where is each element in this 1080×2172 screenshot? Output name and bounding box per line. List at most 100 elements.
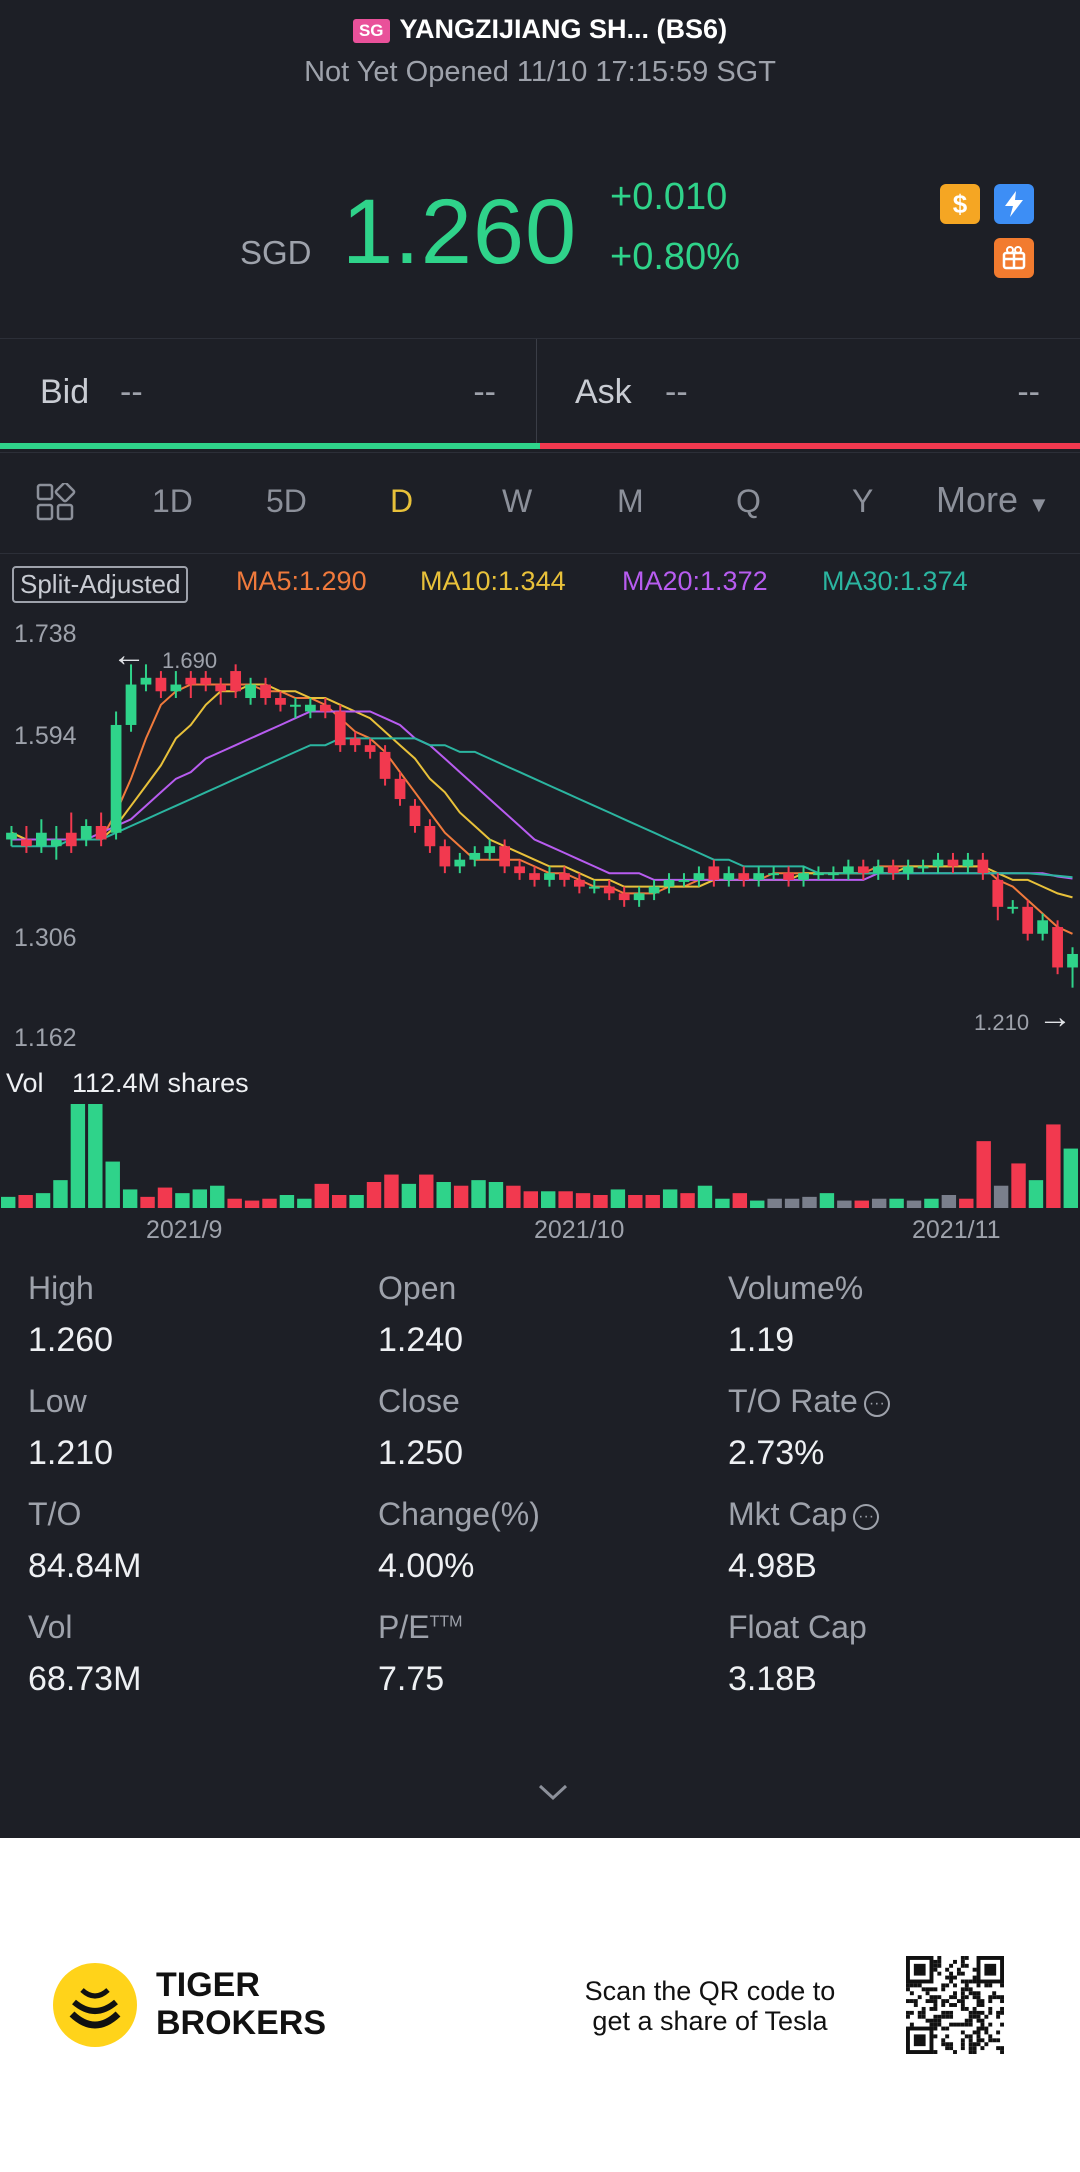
volume-bar xyxy=(140,1196,155,1208)
candle xyxy=(753,866,765,887)
stat-low: Low 1.210 xyxy=(28,1383,113,1473)
volume-bar xyxy=(35,1193,51,1208)
ask-section[interactable]: Ask -- -- xyxy=(537,339,1080,443)
bid-label: Bid xyxy=(40,373,90,411)
brand-line-1: TIGER xyxy=(156,1966,260,2004)
volume-bar xyxy=(122,1189,138,1208)
stat-mkt-cap[interactable]: Mkt Cap ··· 4.98B xyxy=(728,1496,880,1586)
candle xyxy=(319,698,331,719)
chevron-down-icon[interactable] xyxy=(536,1780,570,1804)
split-adjusted-button[interactable]: Split-Adjusted xyxy=(12,566,189,603)
volume-bar xyxy=(1046,1124,1061,1208)
lightning-icon[interactable] xyxy=(994,184,1034,224)
volume-bar xyxy=(906,1200,922,1208)
chevron-down-icon: ▼ xyxy=(1028,492,1050,517)
volume-bar xyxy=(715,1198,730,1208)
volume-bar xyxy=(453,1185,469,1208)
candle xyxy=(21,826,32,853)
candle xyxy=(35,819,47,853)
candle xyxy=(439,839,451,874)
volume-bar xyxy=(645,1195,660,1208)
volume-bar xyxy=(297,1198,312,1208)
stock-name: YANGZIJIANG SH... (BS6) xyxy=(399,14,728,44)
candle xyxy=(469,846,481,867)
volume-bar xyxy=(314,1183,329,1208)
volume-bar xyxy=(941,1195,957,1208)
brand-name: TIGER BROKERS xyxy=(156,1966,326,2042)
info-icon[interactable]: ··· xyxy=(863,1390,890,1417)
stat-label-sup: TTM xyxy=(429,1613,463,1631)
quote-header: SG YANGZIJIANG SH... (BS6) Not Yet Opened… xyxy=(0,0,1080,338)
volume-bar xyxy=(279,1195,295,1208)
info-icon[interactable]: ··· xyxy=(853,1503,880,1530)
volume-bar xyxy=(593,1195,608,1208)
volume-bar xyxy=(488,1182,504,1208)
volume-bar xyxy=(1028,1180,1044,1208)
chart-layout-icon[interactable] xyxy=(36,481,76,523)
stat-value: 2.73% xyxy=(728,1434,825,1472)
tab-more[interactable]: More ▼ xyxy=(936,479,1050,521)
more-label: More xyxy=(936,479,1019,520)
currency-label: SGD xyxy=(240,234,312,271)
timeframe-bar: 1D 5D D W M Q Y More ▼ xyxy=(0,452,1080,554)
candle xyxy=(573,873,585,894)
tab-1d[interactable]: 1D xyxy=(152,483,193,519)
volume-chart[interactable] xyxy=(0,1100,1080,1208)
volume-bar xyxy=(802,1196,817,1208)
stat-value: 68.73M xyxy=(28,1660,142,1698)
tab-q[interactable]: Q xyxy=(736,483,761,519)
stat-close: Close 1.250 xyxy=(378,1383,463,1473)
volume-bar xyxy=(924,1198,939,1208)
candle xyxy=(125,664,137,732)
stock-title[interactable]: SG YANGZIJIANG SH... (BS6) xyxy=(0,14,1080,45)
candle xyxy=(65,812,77,853)
tab-m[interactable]: M xyxy=(617,483,644,519)
candle xyxy=(394,772,406,806)
candle xyxy=(723,866,735,887)
stat-volume: Volume% 1.19 xyxy=(728,1270,863,1360)
candle xyxy=(484,839,496,860)
candlestick-chart[interactable] xyxy=(0,620,1080,1040)
volume-bar xyxy=(1063,1148,1078,1208)
stat-open: Open 1.240 xyxy=(378,1270,463,1360)
volume-bar xyxy=(819,1193,835,1208)
tab-w[interactable]: W xyxy=(502,483,533,519)
candle xyxy=(200,671,212,692)
candle xyxy=(813,866,824,880)
stat-label: Open xyxy=(378,1270,457,1306)
dollar-icon[interactable]: $ xyxy=(940,184,980,224)
candle xyxy=(857,859,869,880)
stat-t-o-rate[interactable]: T/O Rate ··· 2.73% xyxy=(728,1383,890,1473)
ma5-legend: MA5:1.290 xyxy=(236,566,367,596)
candle xyxy=(110,711,122,840)
bid-ask-ratio-bar xyxy=(0,443,1080,449)
volume-bar xyxy=(331,1195,347,1208)
tab-5d[interactable]: 5D xyxy=(266,483,307,519)
candle xyxy=(275,691,286,712)
bid-section[interactable]: Bid -- -- xyxy=(0,339,537,443)
bid-ratio-fill xyxy=(0,443,540,449)
candle xyxy=(364,738,376,759)
y-label-2: 1.594 xyxy=(14,722,77,750)
tab-y[interactable]: Y xyxy=(852,483,874,519)
candle xyxy=(872,859,884,880)
volume-bar xyxy=(192,1189,208,1208)
qr-code-icon[interactable] xyxy=(906,1956,1004,2054)
candle xyxy=(155,671,167,699)
candle xyxy=(349,731,361,752)
arrow-right-icon: → xyxy=(1038,998,1072,1036)
x-label-1: 2021/9 xyxy=(146,1216,223,1244)
stat-label: Mkt Cap ··· xyxy=(728,1496,880,1533)
stat-vol: Vol 68.73M xyxy=(28,1609,141,1699)
stat-value: 4.00% xyxy=(378,1547,475,1585)
volume-bar xyxy=(366,1182,382,1208)
candle xyxy=(334,704,346,752)
volume-bar xyxy=(854,1200,869,1208)
gift-icon[interactable] xyxy=(994,238,1034,278)
volume-bar xyxy=(871,1198,887,1208)
volume-bar xyxy=(506,1185,521,1208)
tab-d[interactable]: D xyxy=(390,483,414,519)
volume-bar xyxy=(157,1187,173,1208)
stat-p-e: P/ETTM 7.75 xyxy=(378,1609,462,1699)
market-badge: SG xyxy=(352,18,390,43)
